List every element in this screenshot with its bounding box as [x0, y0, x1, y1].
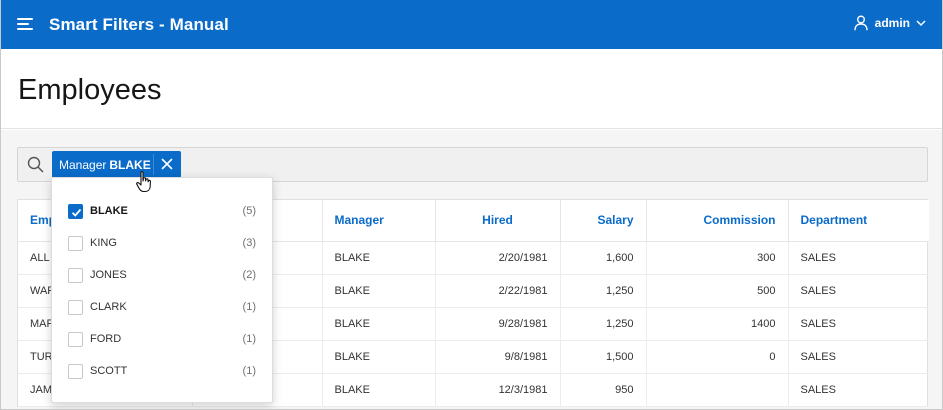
filter-option-count: (1)	[242, 365, 256, 377]
table-cell: BLAKE	[322, 241, 436, 275]
filter-option-label: JONES	[90, 269, 127, 281]
checkbox-checked[interactable]	[68, 204, 83, 219]
checkbox[interactable]	[68, 364, 83, 379]
body-region: Manager BLAKE Emp Manager	[1, 130, 942, 409]
table-cell: 500	[646, 274, 789, 308]
table-cell: 2/20/1981	[435, 241, 561, 275]
filter-chip-value: BLAKE	[109, 157, 151, 172]
filter-option-count: (2)	[242, 269, 256, 281]
column-header[interactable]: Commission	[646, 200, 789, 242]
table-cell: 9/28/1981	[435, 307, 561, 341]
table-cell: 0	[646, 340, 789, 374]
filter-option-label: KING	[90, 237, 117, 249]
table-cell: BLAKE	[322, 373, 436, 407]
table-cell: SALES	[788, 340, 929, 374]
table-cell: SALES	[788, 241, 929, 275]
table-cell: 9/8/1981	[435, 340, 561, 374]
filter-option-label: CLARK	[90, 301, 127, 313]
table-cell: 1400	[646, 307, 789, 341]
column-header[interactable]: Department	[788, 200, 929, 242]
table-row: ALL BLAKE 2/20/1981 1,600 300 SALES	[18, 241, 929, 275]
table-cell: SALES	[788, 274, 929, 308]
table-cell: 300	[646, 241, 789, 275]
filter-option-scott[interactable]: SCOTT (1)	[52, 355, 272, 387]
chevron-down-icon	[916, 20, 926, 27]
table-cell: 950	[560, 373, 647, 407]
column-header[interactable]: Manager	[322, 200, 436, 242]
filter-option-count: (3)	[242, 237, 256, 249]
table-cell: SALES	[788, 307, 929, 341]
checkbox[interactable]	[68, 236, 83, 251]
smart-filter-search-bar[interactable]: Manager BLAKE	[17, 147, 928, 182]
table-cell: SALES	[788, 373, 929, 407]
column-header[interactable]: Hired	[435, 200, 561, 242]
checkbox[interactable]	[68, 300, 83, 315]
table-row: WAF BLAKE 2/22/1981 1,250 500 SALES	[18, 274, 929, 308]
user-menu[interactable]: admin	[853, 15, 926, 31]
filter-chip-label: Manager	[59, 157, 107, 172]
table-cell: BLAKE	[322, 274, 436, 308]
table-cell: 1,250	[560, 274, 647, 308]
filter-option-label: FORD	[90, 333, 122, 345]
filter-chip-text: Manager BLAKE	[52, 158, 151, 172]
close-icon[interactable]	[160, 157, 174, 171]
table-cell: 1,500	[560, 340, 647, 374]
filter-option-count: (5)	[242, 205, 256, 217]
manager-filter-dropdown: BLAKE (5) KING (3) JONES (2) CLARK (1) F…	[51, 177, 273, 403]
user-icon	[853, 15, 868, 31]
app-header: Smart Filters - Manual admin	[1, 0, 942, 49]
table-cell	[646, 373, 789, 407]
table-cell: 1,600	[560, 241, 647, 275]
checkmark-icon	[71, 208, 82, 217]
filter-option-jones[interactable]: JONES (2)	[52, 259, 272, 291]
user-name: admin	[874, 16, 910, 30]
filter-option-count: (1)	[242, 333, 256, 345]
app-title[interactable]: Smart Filters - Manual	[49, 15, 229, 34]
column-header[interactable]: Salary	[560, 200, 647, 242]
filter-option-label: BLAKE	[90, 205, 128, 217]
filter-option-clark[interactable]: CLARK (1)	[52, 291, 272, 323]
table-cell: BLAKE	[322, 340, 436, 374]
page-title: Employees	[18, 74, 162, 106]
checkbox[interactable]	[68, 268, 83, 283]
employees-table: Emp Manager Hired Salary Commission Depa…	[18, 200, 929, 407]
employees-report: Emp Manager Hired Salary Commission Depa…	[17, 199, 929, 407]
filter-option-blake[interactable]: BLAKE (5)	[52, 195, 272, 227]
table-cell: BLAKE	[322, 307, 436, 341]
table-cell: 1,250	[560, 307, 647, 341]
chip-divider	[153, 154, 154, 175]
hand-pointer-cursor-icon	[136, 171, 151, 193]
search-icon	[27, 156, 44, 173]
filter-option-count: (1)	[242, 301, 256, 313]
filter-option-king[interactable]: KING (3)	[52, 227, 272, 259]
title-region: Employees	[1, 49, 942, 129]
hamburger-menu-icon[interactable]	[17, 17, 35, 31]
table-cell: 12/3/1981	[435, 373, 561, 407]
filter-option-ford[interactable]: FORD (1)	[52, 323, 272, 355]
checkbox[interactable]	[68, 332, 83, 347]
filter-option-label: SCOTT	[90, 365, 128, 377]
table-cell: 2/22/1981	[435, 274, 561, 308]
filter-chip-manager[interactable]: Manager BLAKE	[52, 151, 181, 178]
